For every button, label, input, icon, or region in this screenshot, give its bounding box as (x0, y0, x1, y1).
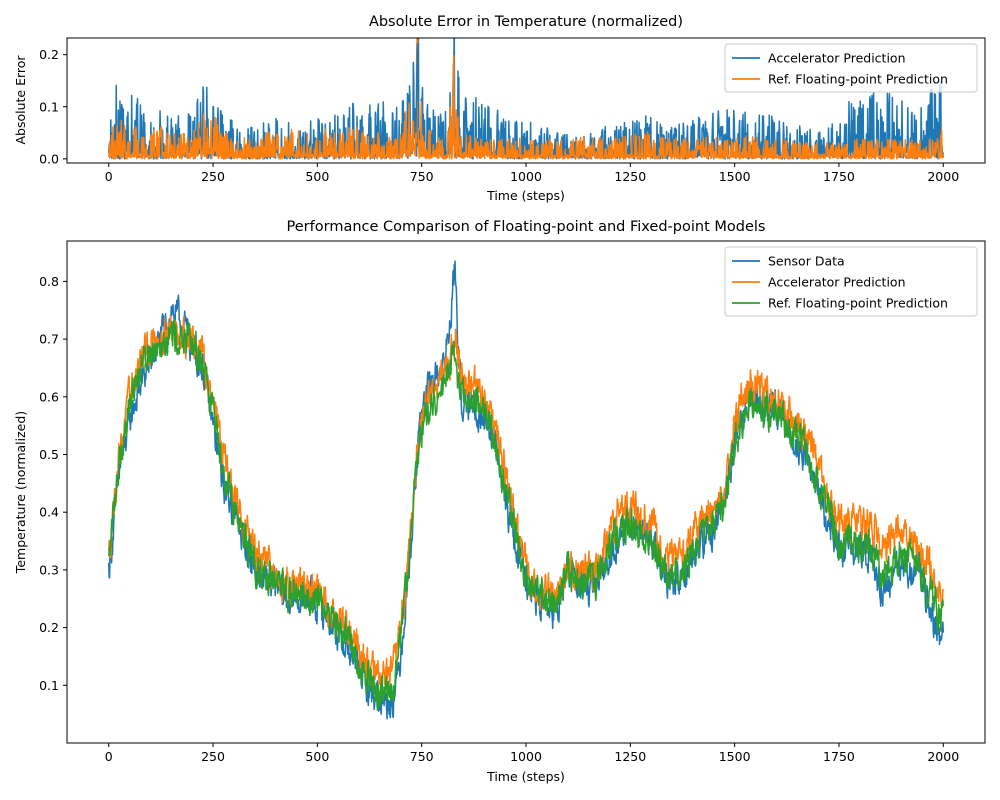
comparison-chart-title: Performance Comparison of Floating-point… (287, 219, 766, 235)
comparison-chart: Performance Comparison of Floating-point… (13, 219, 986, 784)
y-tick-label: 0.1 (39, 99, 59, 114)
x-tick-label: 250 (201, 749, 225, 764)
x-tick-label: 2000 (927, 749, 959, 764)
error-chart-plot-area (107, 38, 945, 160)
x-tick-label: 500 (305, 169, 329, 184)
error-chart-legend: Accelerator Prediction Ref. Floating-poin… (724, 43, 978, 93)
y-tick-label: 0.6 (39, 389, 59, 404)
legend-label-ref-floating-point-prediction: Ref. Floating-point Prediction (768, 296, 948, 311)
x-tick-label: 1500 (719, 169, 751, 184)
comparison-chart-plot-area (107, 260, 945, 720)
x-tick-label: 750 (410, 169, 434, 184)
series-line-ref-floating-point-prediction (107, 38, 945, 160)
series-line-accelerator-prediction (107, 314, 945, 687)
y-tick-label: 0.4 (39, 505, 59, 520)
x-tick-label: 1250 (614, 169, 646, 184)
series-group (107, 260, 945, 720)
x-tick-label: 1250 (614, 749, 646, 764)
error-chart-y-ticks: 0.0 0.1 0.2 (39, 47, 67, 166)
error-chart-x-label: Time (steps) (486, 188, 565, 203)
x-tick-label: 1000 (510, 749, 542, 764)
y-tick-label: 0.1 (39, 678, 59, 693)
legend-label-sensor-data: Sensor Data (768, 254, 845, 269)
x-tick-label: 500 (305, 749, 329, 764)
y-tick-label: 0.2 (39, 47, 59, 62)
legend-box (724, 246, 978, 317)
x-tick-label: 1750 (823, 169, 855, 184)
y-tick-label: 0.2 (39, 620, 59, 635)
error-chart-y-label: Absolute Error (13, 55, 28, 145)
x-tick-label: 1500 (719, 749, 751, 764)
x-tick-label: 1000 (510, 169, 542, 184)
y-tick-label: 0.0 (39, 151, 59, 166)
y-tick-label: 0.5 (39, 447, 59, 462)
comparison-chart-y-label: Temperature (normalized) (13, 411, 28, 574)
legend-box (724, 43, 978, 93)
legend-label-accelerator-prediction: Accelerator Prediction (768, 275, 906, 290)
y-tick-label: 0.8 (39, 274, 59, 289)
legend-label-accelerator-prediction: Accelerator Prediction (768, 51, 906, 66)
x-tick-label: 2000 (927, 169, 959, 184)
x-tick-label: 1750 (823, 749, 855, 764)
series-line-ref-floating-point-prediction (107, 319, 945, 711)
x-tick-label: 0 (105, 749, 113, 764)
error-chart-x-ticks: 0 250 500 750 1000 1250 1500 1750 2000 (105, 163, 959, 184)
y-tick-label: 0.3 (39, 562, 59, 577)
legend-label-ref-floating-point-prediction: Ref. Floating-point Prediction (768, 72, 948, 87)
comparison-chart-x-label: Time (steps) (486, 769, 565, 784)
x-tick-label: 250 (201, 169, 225, 184)
error-chart-title: Absolute Error in Temperature (normalize… (369, 14, 683, 30)
comparison-chart-x-ticks: 0 250 500 750 1000 1250 1500 1750 2000 (105, 743, 959, 764)
x-tick-label: 0 (105, 169, 113, 184)
x-tick-label: 750 (410, 749, 434, 764)
comparison-chart-y-ticks: 0.1 0.2 0.3 0.4 0.5 0.6 0.7 0.8 (39, 274, 67, 693)
series-group (107, 38, 945, 160)
y-tick-label: 0.7 (39, 332, 59, 347)
error-chart: Absolute Error in Temperature (normalize… (13, 14, 986, 203)
comparison-chart-legend: Sensor Data Accelerator Prediction Ref. Fl… (724, 246, 978, 317)
error-spike-peak (415, 43, 420, 133)
